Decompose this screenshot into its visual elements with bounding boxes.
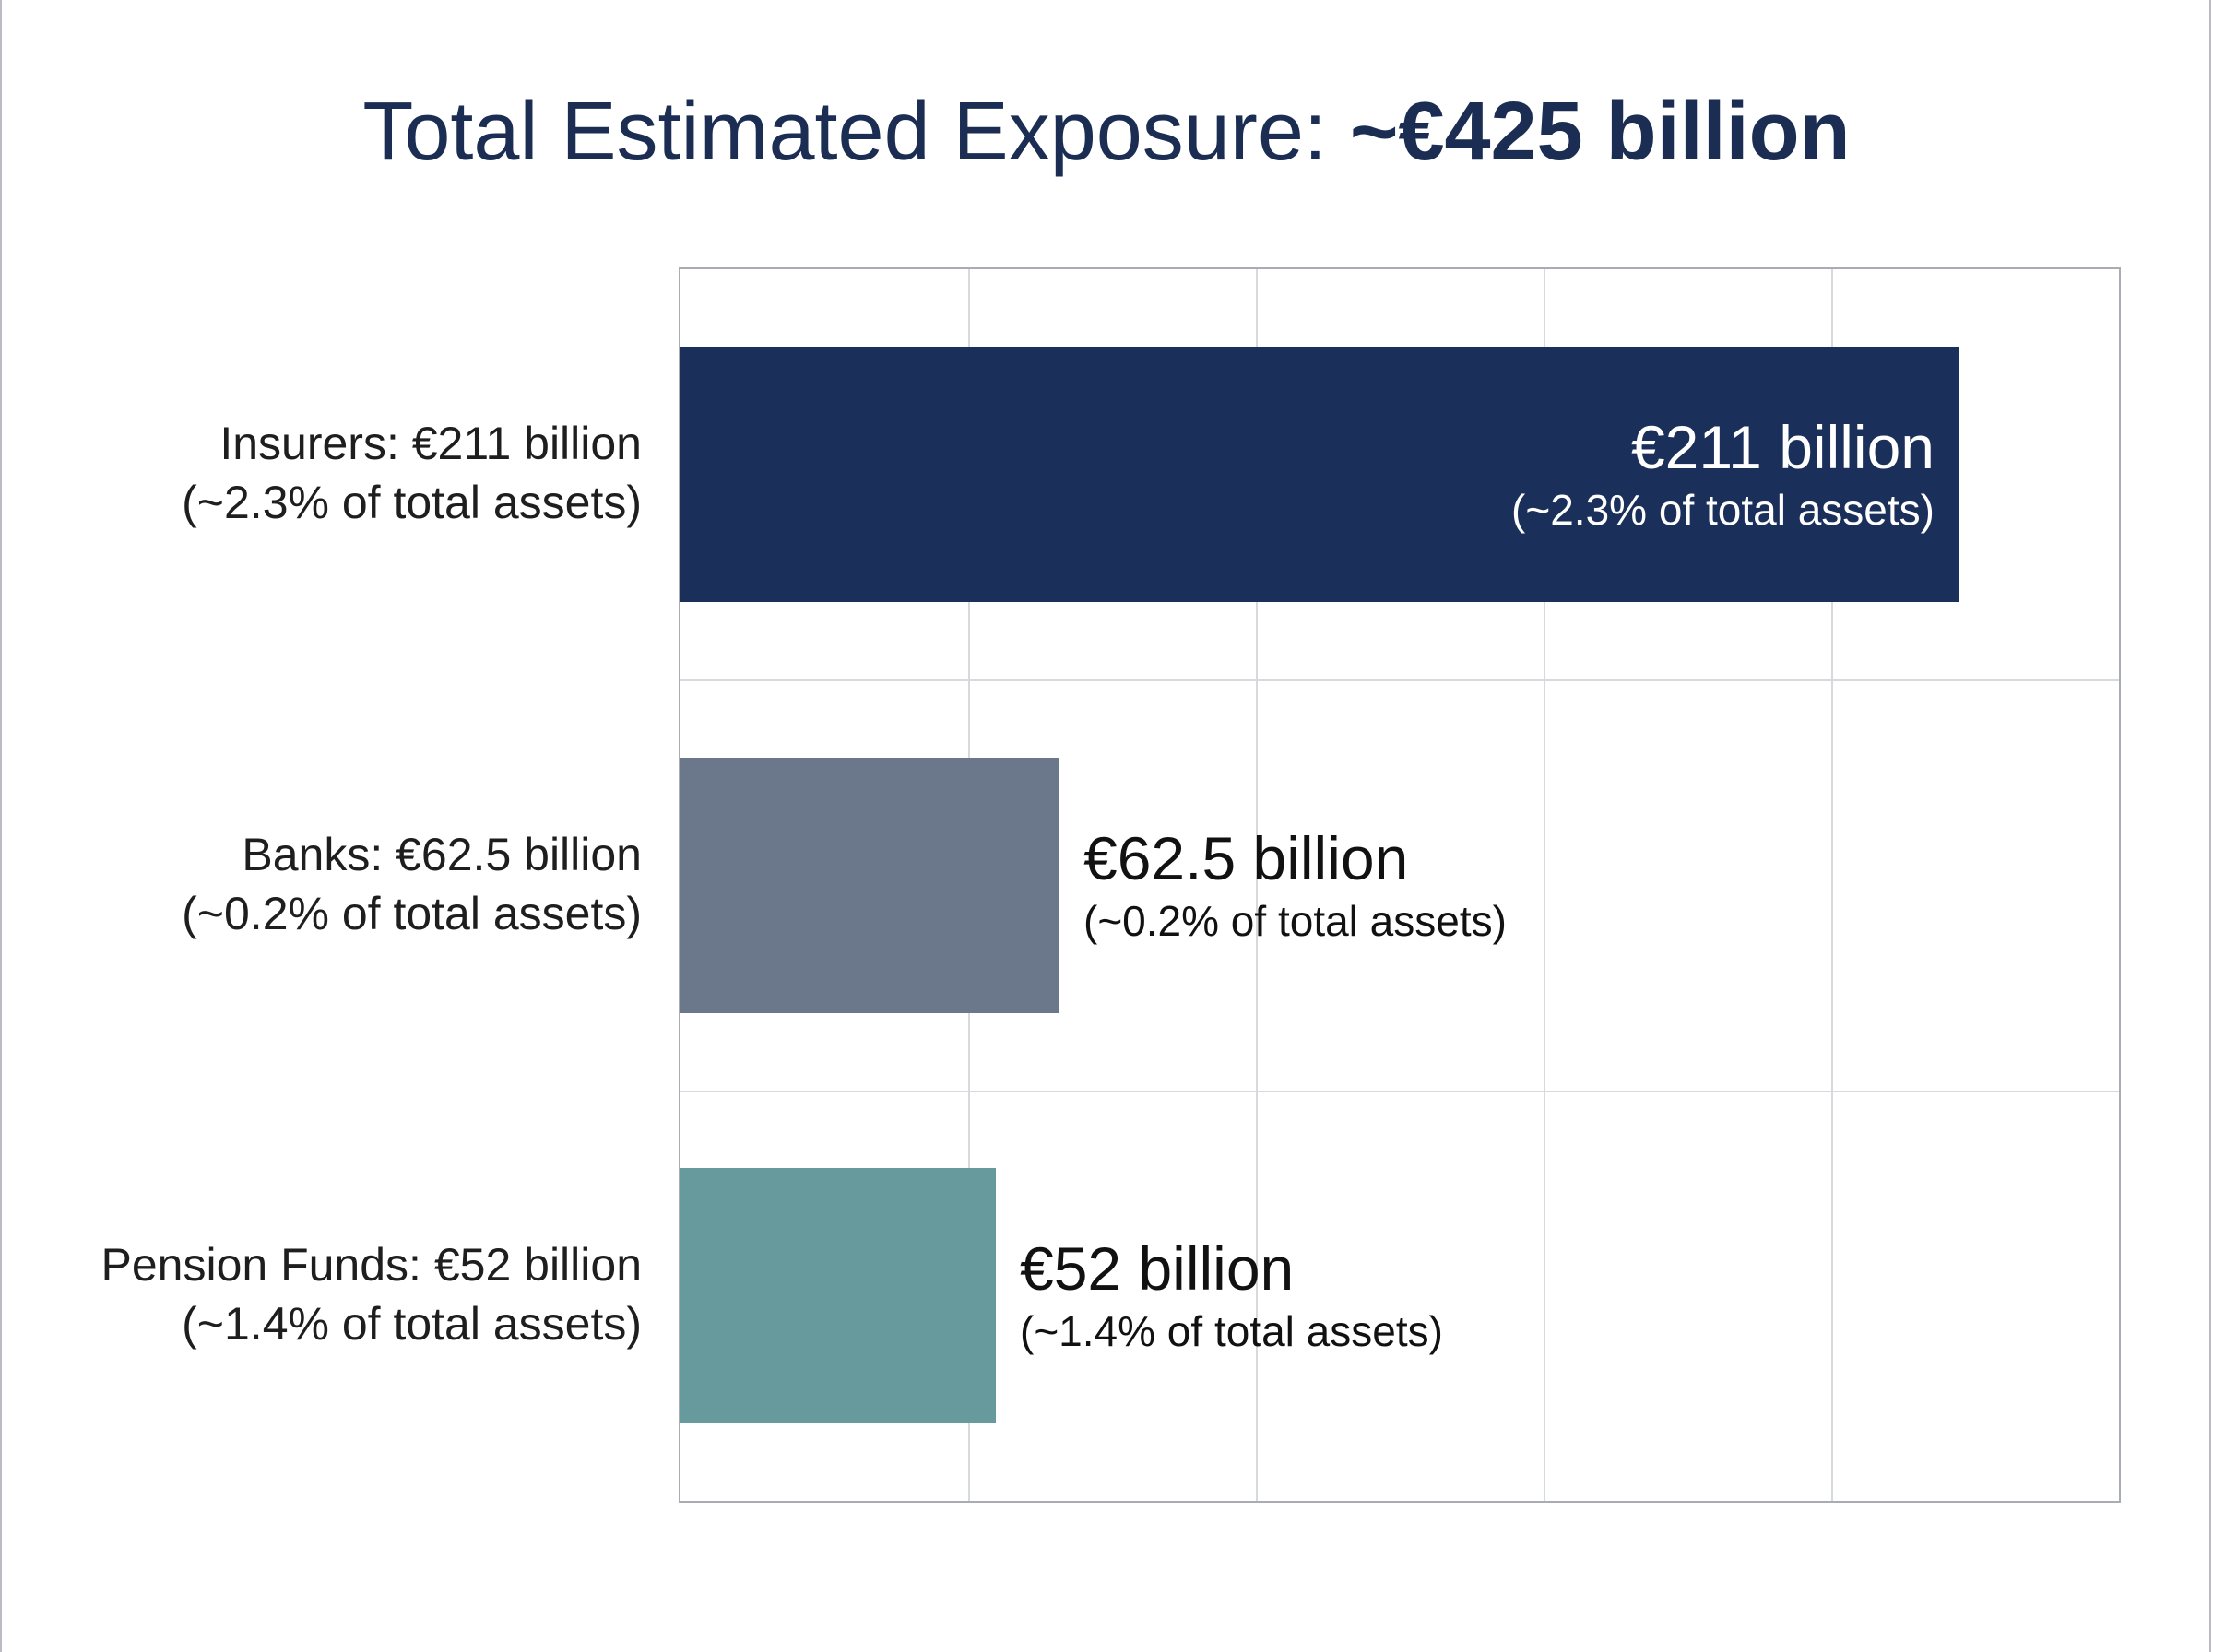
- data-label: €62.5 billion (~0.2% of total assets): [1083, 822, 1507, 948]
- horizontal-gridline: [680, 679, 2119, 681]
- category-label-share: (~0.2% of total assets): [182, 888, 642, 939]
- vertical-gridline: [1831, 269, 1833, 1501]
- data-label-share: (~2.3% of total assets): [1511, 486, 1935, 534]
- category-label: Insurers: €211 billion (~2.3% of total as…: [0, 414, 642, 532]
- plot-area: €211 billion (~2.3% of total assets) €62.5…: [679, 267, 2121, 1503]
- category-label-name: Pension Funds: €52 billion: [101, 1239, 643, 1291]
- data-label-value: €211 billion: [1630, 413, 1935, 481]
- chart-title-total: ~€425 billion: [1349, 86, 1851, 178]
- bar-pension-funds: [680, 1168, 996, 1423]
- data-label-value: €62.5 billion: [1083, 824, 1409, 892]
- data-label-share: (~1.4% of total assets): [1020, 1307, 1443, 1355]
- chart-title-prefix: Total Estimated Exposure:: [362, 86, 1350, 178]
- data-label-value: €52 billion: [1020, 1234, 1295, 1303]
- category-label-name: Insurers: €211 billion: [219, 418, 642, 469]
- category-label-share: (~1.4% of total assets): [182, 1298, 642, 1350]
- data-label: €211 billion (~2.3% of total assets): [1197, 411, 1935, 537]
- category-label: Banks: €62.5 billion (~0.2% of total asse…: [0, 825, 642, 943]
- vertical-gridline: [1256, 269, 1258, 1501]
- category-label-share: (~2.3% of total assets): [182, 477, 642, 528]
- vertical-gridline: [1544, 269, 1545, 1501]
- category-label-name: Banks: €62.5 billion: [242, 829, 642, 880]
- chart-title: Total Estimated Exposure: ~€425 billion: [0, 81, 2213, 183]
- data-label-share: (~0.2% of total assets): [1083, 897, 1507, 945]
- data-label: €52 billion (~1.4% of total assets): [1020, 1233, 1443, 1358]
- horizontal-gridline: [680, 1091, 2119, 1092]
- bar-insurers: [680, 347, 1959, 602]
- category-label: Pension Funds: €52 billion (~1.4% of tota…: [0, 1235, 643, 1353]
- bar-banks: [680, 758, 1059, 1013]
